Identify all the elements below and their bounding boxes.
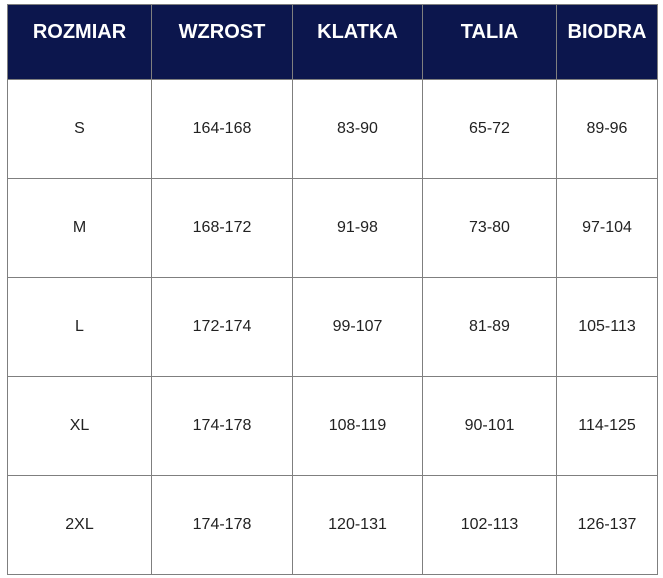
cell-waist: 102-113: [422, 475, 557, 575]
cell-height: 164-168: [151, 79, 293, 179]
cell-chest: 120-131: [292, 475, 423, 575]
table-row: 2XL 174-178 120-131 102-113 126-137: [7, 475, 658, 575]
header-row: ROZMIAR WZROST KLATKA TALIA BIODRA: [7, 4, 658, 80]
header-talia: TALIA: [422, 4, 557, 80]
cell-hips: 89-96: [556, 79, 658, 179]
cell-hips: 114-125: [556, 376, 658, 476]
cell-chest: 108-119: [292, 376, 423, 476]
cell-hips: 105-113: [556, 277, 658, 377]
cell-waist: 81-89: [422, 277, 557, 377]
cell-chest: 99-107: [292, 277, 423, 377]
header-klatka: KLATKA: [292, 4, 423, 80]
cell-height: 174-178: [151, 475, 293, 575]
cell-waist: 90-101: [422, 376, 557, 476]
cell-waist: 65-72: [422, 79, 557, 179]
cell-size: L: [7, 277, 152, 377]
cell-size: 2XL: [7, 475, 152, 575]
table-row: XL 174-178 108-119 90-101 114-125: [7, 376, 658, 476]
cell-hips: 97-104: [556, 178, 658, 278]
cell-size: M: [7, 178, 152, 278]
header-wzrost: WZROST: [151, 4, 293, 80]
cell-chest: 91-98: [292, 178, 423, 278]
header-biodra: BIODRA: [556, 4, 658, 80]
cell-size: XL: [7, 376, 152, 476]
size-table: ROZMIAR WZROST KLATKA TALIA BIODRA S 164-…: [7, 4, 658, 575]
cell-chest: 83-90: [292, 79, 423, 179]
cell-size: S: [7, 79, 152, 179]
cell-waist: 73-80: [422, 178, 557, 278]
cell-height: 168-172: [151, 178, 293, 278]
table-row: L 172-174 99-107 81-89 105-113: [7, 277, 658, 377]
cell-height: 172-174: [151, 277, 293, 377]
header-rozmiar: ROZMIAR: [7, 4, 152, 80]
table-row: S 164-168 83-90 65-72 89-96: [7, 79, 658, 179]
table-row: M 168-172 91-98 73-80 97-104: [7, 178, 658, 278]
cell-height: 174-178: [151, 376, 293, 476]
cell-hips: 126-137: [556, 475, 658, 575]
